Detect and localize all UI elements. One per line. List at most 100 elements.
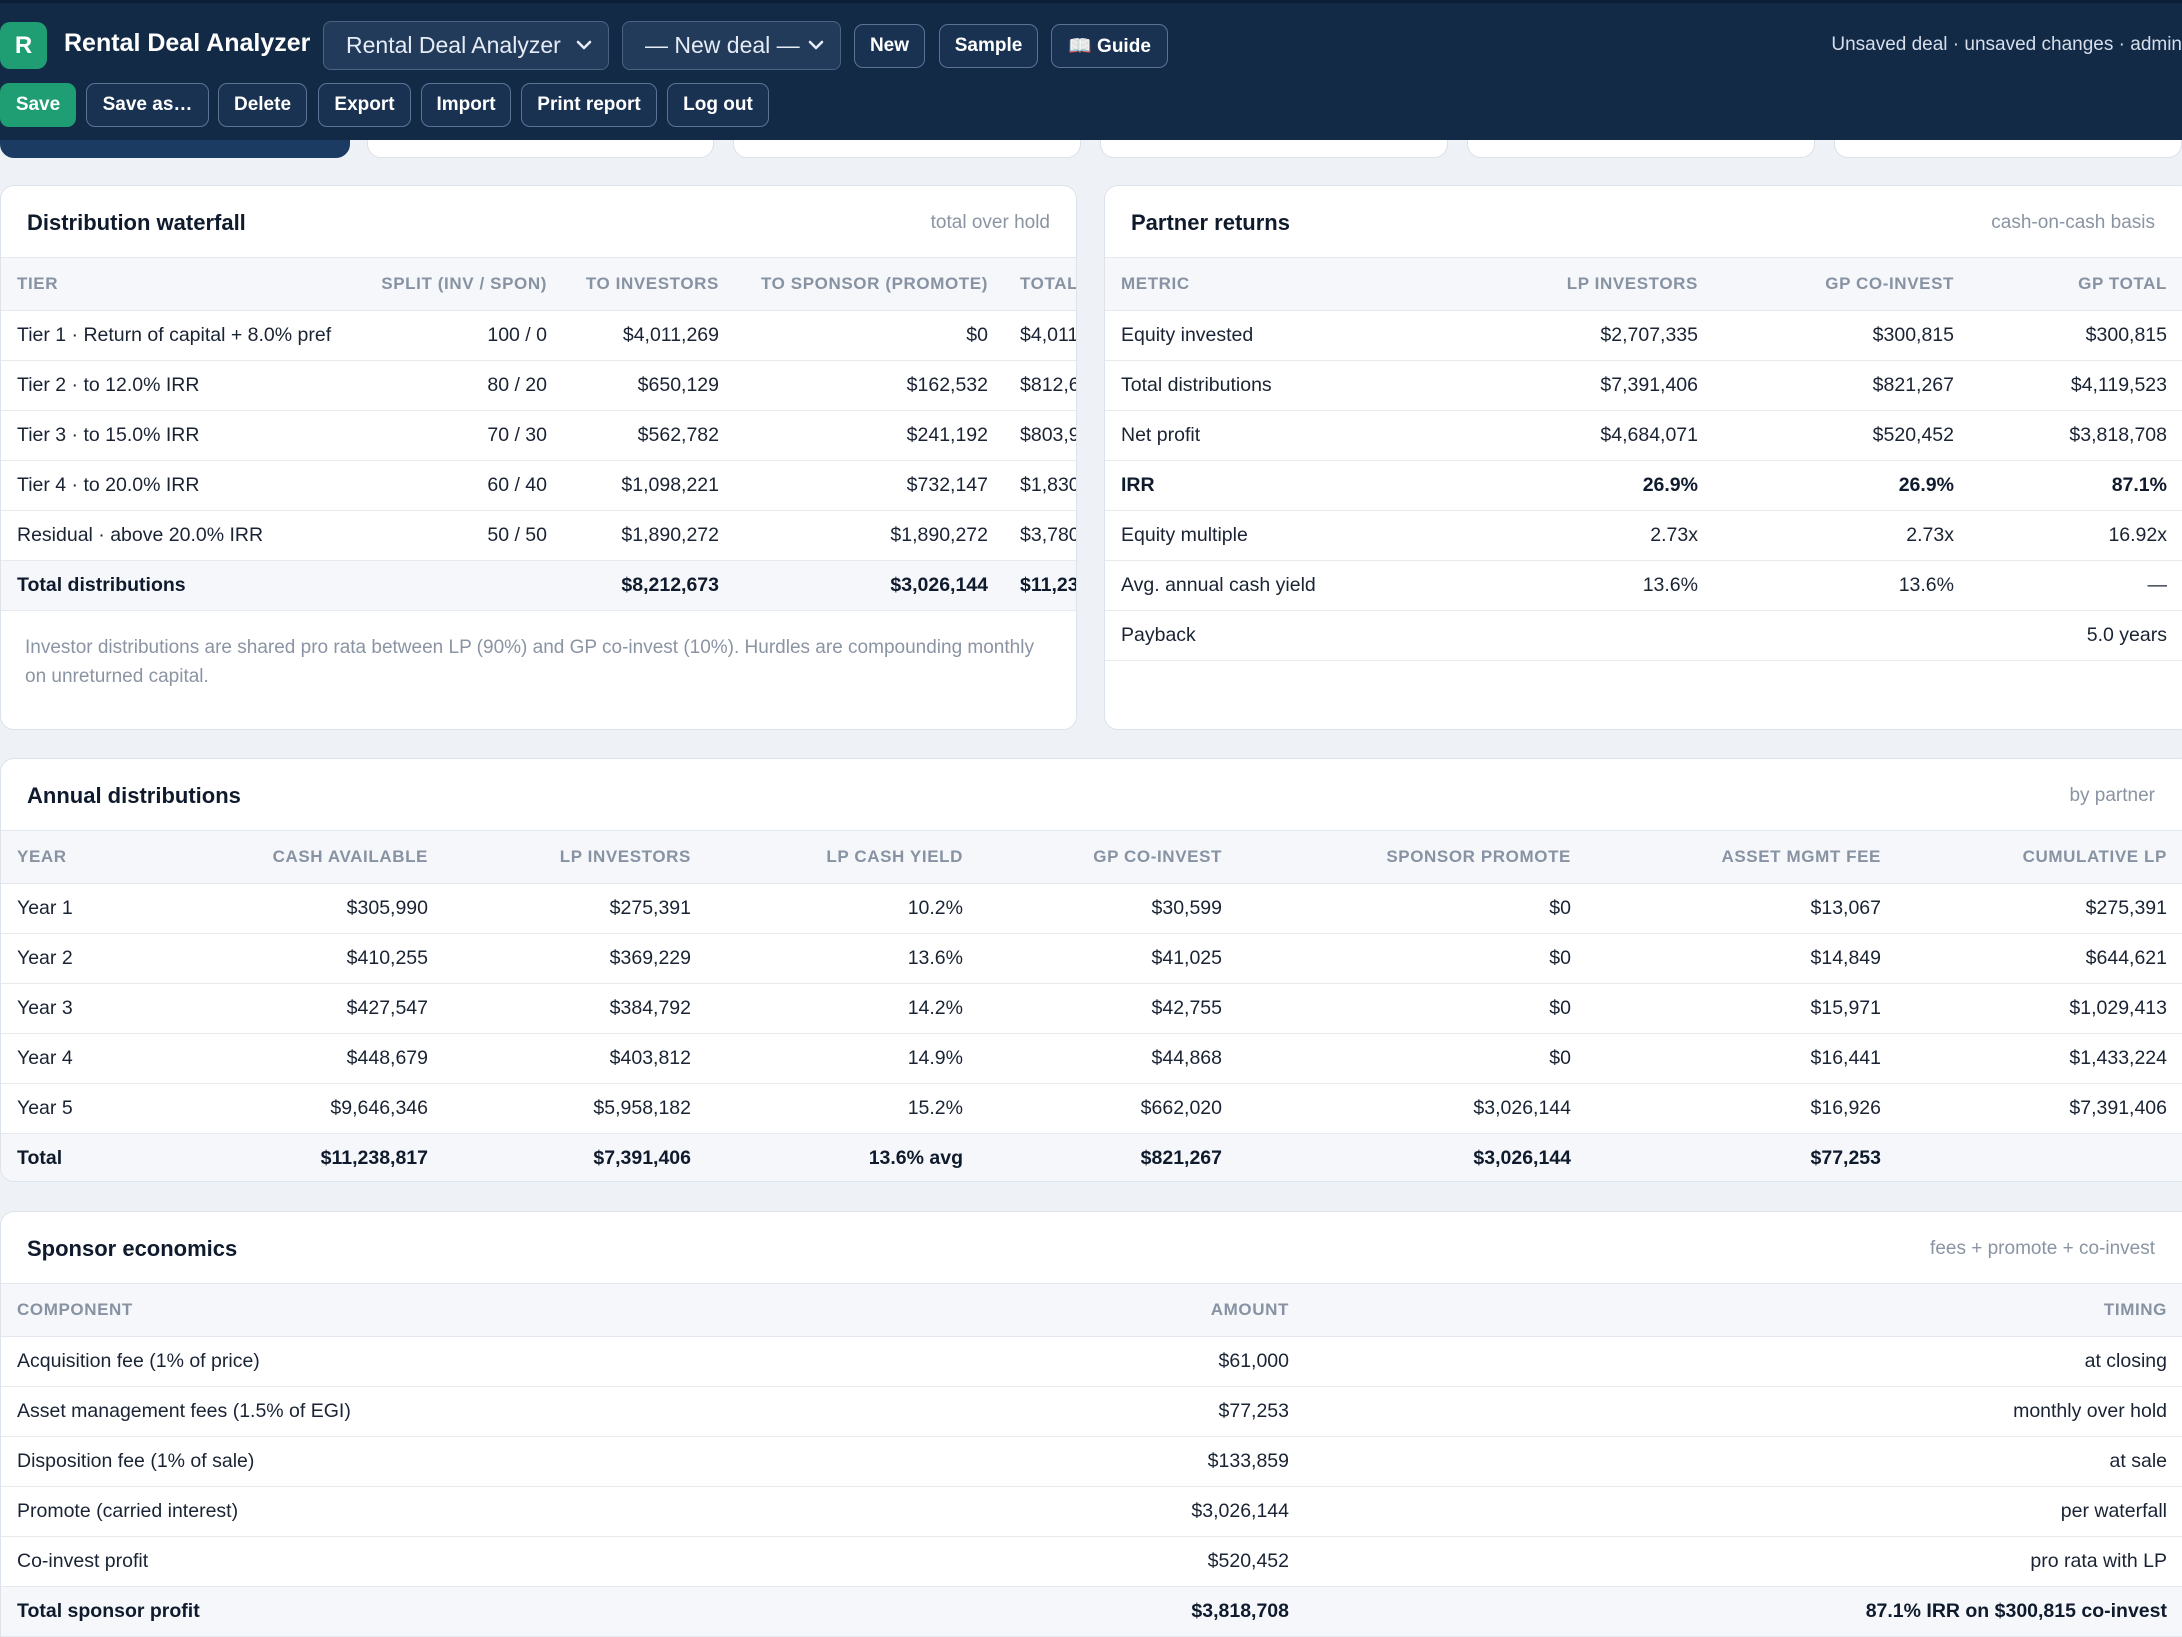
deal-select[interactable]: — New deal — [622, 21, 841, 70]
table-row: Year 1 $305,990 $275,391 10.2% $30,599 $0 $13,… [1, 883, 2182, 934]
annual-distributions-title: Annual distributions [27, 783, 241, 808]
year-cell: Year 1 [1, 883, 141, 934]
gp-total-value: $300,815 [1970, 310, 2182, 361]
table-row: Disposition fee (1% of sale) $133,859 at s… [1, 1436, 2182, 1487]
column-header: YEAR [1, 831, 141, 884]
tier-total: $812,661 [1004, 360, 1076, 411]
cash-available-cell: $448,679 [141, 1033, 444, 1084]
metric-name: Payback [1105, 610, 1458, 661]
amount-cell: $520,452 [967, 1536, 1305, 1587]
gp-coinvest-cell: $662,020 [979, 1083, 1238, 1134]
tier-split: 80 / 20 [347, 360, 563, 411]
total-label: Total distributions [1, 560, 347, 611]
column-header: TO SPONSOR (PROMOTE) [735, 258, 1004, 311]
gp-total-value: — [1970, 560, 2182, 611]
timing-cell: pro rata with LP [1305, 1536, 2182, 1587]
cumulative-lp-cell: $644,621 [1897, 933, 2182, 984]
table-row: Promote (carried interest) $3,026,144 per … [1, 1486, 2182, 1537]
column-header: LP INVESTORS [444, 831, 707, 884]
tier-to-investors: $650,129 [563, 360, 735, 411]
analyzer-select[interactable]: Rental Deal Analyzer [323, 21, 609, 70]
table-row: Year 3 $427,547 $384,792 14.2% $42,755 $0 $15,… [1, 983, 2182, 1034]
save-button[interactable]: Save [0, 83, 76, 127]
metric-name: Equity invested [1105, 310, 1458, 361]
lp-value: 2.73x [1458, 510, 1714, 561]
timing-cell: at sale [1305, 1436, 2182, 1487]
column-header: GP CO-INVEST [1714, 258, 1970, 311]
delete-button[interactable]: Delete [218, 83, 307, 127]
partner-returns-card: Partner returns cash-on-cash basis METRI… [1104, 185, 2182, 730]
gp-total-value: 87.1% [1970, 460, 2182, 511]
annual-distributions-header: Annual distributions by partner [1, 759, 2182, 831]
year-cell: Year 4 [1, 1033, 141, 1084]
annual-distributions-card: Annual distributions by partner YEAR CAS… [0, 758, 2182, 1182]
asset-mgmt-fee-cell: $13,067 [1587, 883, 1897, 934]
asset-mgmt-fee-cell: $15,971 [1587, 983, 1897, 1034]
cumulative-lp-cell: $7,391,406 [1897, 1083, 2182, 1134]
column-header: LP INVESTORS [1458, 258, 1714, 311]
lp-cash-yield-cell: 14.2% [707, 983, 979, 1034]
timing-cell: at closing [1305, 1336, 2182, 1387]
waterfall-card: Distribution waterfall total over hold T… [0, 185, 1077, 730]
table-row: Year 5 $9,646,346 $5,958,182 15.2% $662,020 $… [1, 1083, 2182, 1134]
sponsor-promote-cell: $0 [1238, 883, 1587, 934]
gp-coinvest-cell: $41,025 [979, 933, 1238, 984]
sponsor-economics-subtitle: fees + promote + co-invest [1930, 1238, 2155, 1259]
amount-cell: $133,859 [967, 1436, 1305, 1487]
total-cash-available: $11,238,817 [141, 1133, 444, 1181]
table-row: Net profit $4,684,071 $520,452 $3,818,708 [1105, 410, 2182, 461]
sponsor-economics-header: Sponsor economics fees + promote + co-in… [1, 1212, 2182, 1284]
lp-investors-cell: $384,792 [444, 983, 707, 1034]
tier-to-sponsor: $162,532 [735, 360, 1004, 411]
logout-button[interactable]: Log out [667, 83, 769, 127]
gp-coinvest-value: 26.9% [1714, 460, 1970, 511]
tier-split: 100 / 0 [347, 310, 563, 361]
metric-name: Equity multiple [1105, 510, 1458, 561]
tier-to-sponsor: $1,890,272 [735, 510, 1004, 561]
new-button[interactable]: New [854, 24, 925, 68]
column-header: TO INVESTORS [563, 258, 735, 311]
table-row: Residual · above 20.0% IRR 50 / 50 $1,890,… [1, 510, 1076, 561]
column-header: GP TOTAL [1970, 258, 2182, 311]
sponsor-promote-cell: $0 [1238, 1033, 1587, 1084]
gp-coinvest-value: 13.6% [1714, 560, 1970, 611]
table-row: Tier 2 · to 12.0% IRR 80 / 20 $650,129 $162… [1, 360, 1076, 411]
tier-name: Tier 1 · Return of capital + 8.0% pref [1, 310, 347, 361]
tier-to-investors: $1,890,272 [563, 510, 735, 561]
deal-status: Unsaved deal · unsaved changes · admin [1831, 34, 2182, 55]
partner-returns-subtitle: cash-on-cash basis [1991, 212, 2155, 233]
table-row: Equity multiple 2.73x 2.73x 16.92x [1105, 510, 2182, 561]
annual-header-row: YEAR CASH AVAILABLE LP INVESTORS LP CASH… [1, 831, 2182, 884]
tier-to-sponsor: $732,147 [735, 460, 1004, 511]
print-report-button[interactable]: Print report [521, 83, 657, 127]
sample-button[interactable]: Sample [939, 24, 1038, 68]
export-button[interactable]: Export [318, 83, 411, 127]
cash-available-cell: $9,646,346 [141, 1083, 444, 1134]
column-header: AMOUNT [967, 1284, 1305, 1337]
total-row: Total sponsor profit $3,818,708 87.1% IRR … [1, 1586, 2182, 1637]
deal-select-value: — New deal — [645, 32, 800, 58]
total-amount: $3,818,708 [967, 1586, 1305, 1637]
cash-available-cell: $427,547 [141, 983, 444, 1034]
waterfall-subtitle: total over hold [930, 212, 1050, 233]
lp-value: 26.9% [1458, 460, 1714, 511]
tier-name: Tier 4 · to 20.0% IRR [1, 460, 347, 511]
year-cell: Year 2 [1, 933, 141, 984]
gp-coinvest-cell: $44,868 [979, 1033, 1238, 1084]
lp-investors-cell: $369,229 [444, 933, 707, 984]
lp-value: $4,684,071 [1458, 410, 1714, 461]
column-header: LP CASH YIELD [707, 831, 979, 884]
gp-coinvest-value: $821,267 [1714, 360, 1970, 411]
guide-button[interactable]: 📖 Guide [1051, 24, 1168, 68]
table-row: Tier 3 · to 15.0% IRR 70 / 30 $562,782 $241… [1, 410, 1076, 461]
tier-name: Tier 2 · to 12.0% IRR [1, 360, 347, 411]
column-header: TOTAL [1004, 258, 1076, 311]
import-button[interactable]: Import [421, 83, 511, 127]
column-header: TIMING [1305, 1284, 2182, 1337]
total-row: Total $11,238,817 $7,391,406 13.6% avg $821,… [1, 1133, 2182, 1181]
tier-split: 70 / 30 [347, 410, 563, 461]
column-header: ASSET MGMT FEE [1587, 831, 1897, 884]
table-row: Year 4 $448,679 $403,812 14.9% $44,868 $0 $16,… [1, 1033, 2182, 1084]
tier-split: 50 / 50 [347, 510, 563, 561]
save-as-button[interactable]: Save as… [86, 83, 209, 127]
